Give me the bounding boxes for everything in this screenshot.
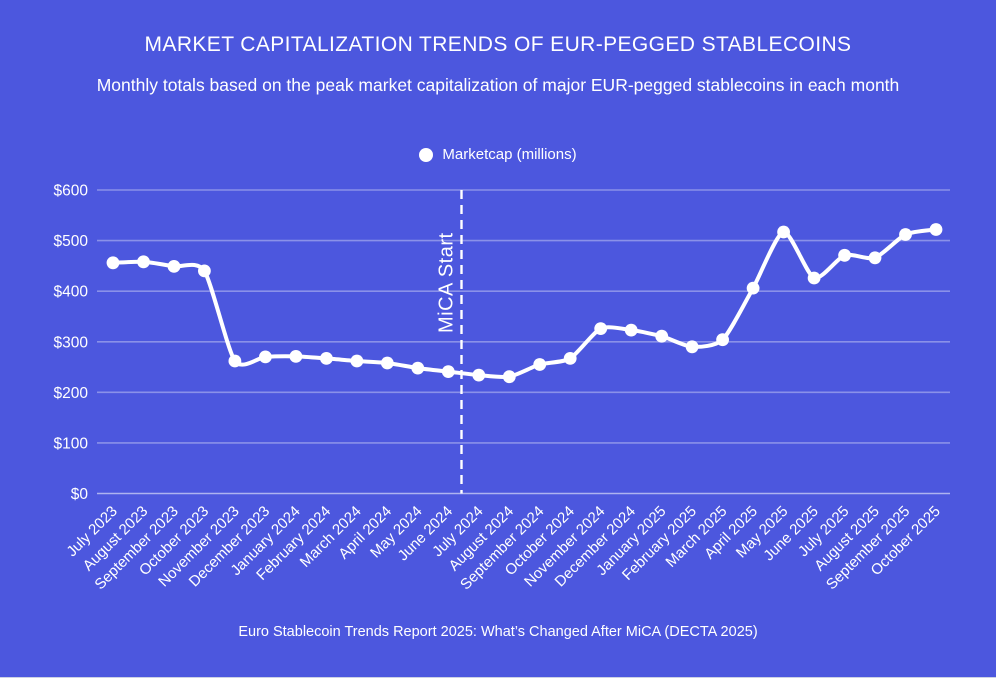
y-axis-tick-label: $500 (54, 233, 89, 250)
data-point[interactable] (868, 251, 882, 265)
source-caption: Euro Stablecoin Trends Report 2025: What… (238, 624, 758, 640)
data-point[interactable] (350, 354, 364, 368)
data-point[interactable] (228, 354, 242, 368)
chart-subtitle: Monthly totals based on the peak market … (96, 75, 900, 95)
marketcap-line (111, 227, 938, 380)
data-point[interactable] (472, 368, 486, 382)
data-point[interactable] (137, 255, 150, 269)
legend-marker-icon (419, 147, 434, 162)
data-point[interactable] (838, 248, 851, 262)
data-point[interactable] (655, 329, 669, 343)
data-point[interactable] (716, 333, 729, 347)
y-axis-tick-label: $600 (54, 183, 89, 200)
data-point[interactable] (289, 350, 303, 363)
data-point[interactable] (563, 352, 577, 365)
data-point[interactable] (899, 228, 912, 241)
y-axis-tick-label: $0 (71, 486, 89, 503)
chart-title: MARKET CAPITALIZATION TRENDS OF EUR-PEGG… (144, 33, 852, 56)
data-point[interactable] (624, 323, 638, 337)
data-point[interactable] (320, 352, 333, 365)
data-point[interactable] (106, 256, 120, 270)
data-point[interactable] (807, 271, 821, 285)
legend-label: Marketcap (millions) (442, 146, 577, 163)
data-point[interactable] (685, 340, 699, 354)
data-point[interactable] (411, 361, 425, 375)
data-point[interactable] (533, 358, 547, 371)
data-point[interactable] (259, 350, 272, 364)
data-point[interactable] (441, 365, 455, 378)
y-axis-tick-label: $300 (54, 334, 89, 351)
data-point[interactable] (594, 322, 608, 335)
data-point[interactable] (198, 264, 211, 278)
data-point[interactable] (380, 356, 394, 370)
data-point[interactable] (502, 370, 516, 384)
data-point[interactable] (929, 223, 943, 236)
y-axis-tick-label: $200 (54, 385, 89, 402)
data-point[interactable] (746, 281, 760, 295)
data-point[interactable] (777, 225, 790, 239)
legend[interactable]: Marketcap (millions) (0, 146, 996, 163)
y-axis-tick-label: $100 (54, 435, 89, 452)
y-axis-tick-label: $400 (54, 284, 89, 301)
mica-start-label: MiCA Start (436, 232, 458, 333)
data-point[interactable] (167, 260, 181, 273)
